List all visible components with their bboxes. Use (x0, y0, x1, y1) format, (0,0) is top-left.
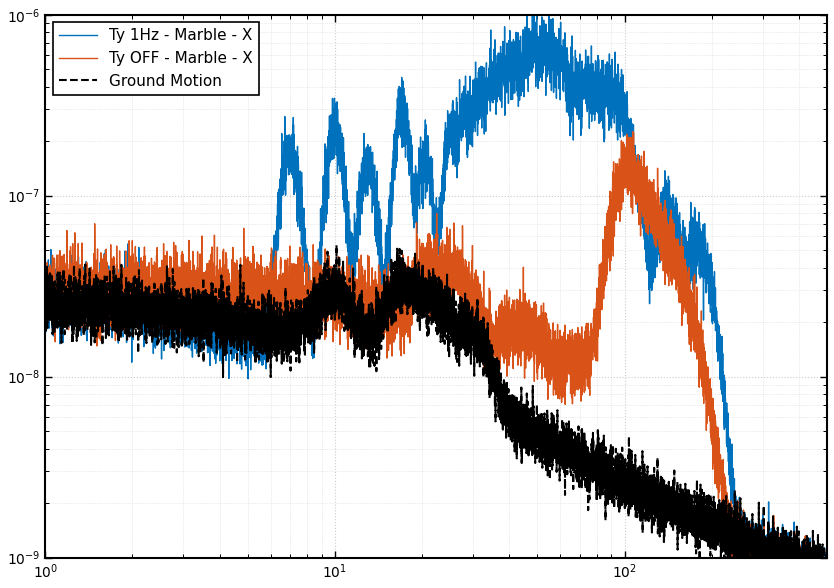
Ty OFF - Marble - X (324, 278, 334, 285)
Ty 1Hz - Marble - X (324, 138, 334, 145)
Ground Motion (503, 413, 513, 420)
Legend: Ty 1Hz - Marble - X, Ty OFF - Marble - X, Ground Motion: Ty 1Hz - Marble - X, Ty OFF - Marble - X… (53, 22, 259, 95)
Ground Motion (822, 568, 832, 575)
Ty 1Hz - Marble - X (822, 585, 832, 588)
Ty 1Hz - Marble - X (503, 73, 513, 80)
Ty 1Hz - Marble - X (531, 4, 541, 11)
Ty OFF - Marble - X (40, 317, 50, 324)
Ground Motion (331, 242, 341, 249)
Line: Ground Motion: Ground Motion (45, 245, 827, 588)
Ground Motion (40, 262, 50, 269)
Ground Motion (537, 441, 547, 448)
Ty OFF - Marble - X (537, 375, 547, 382)
Ground Motion (661, 487, 671, 495)
Ty 1Hz - Marble - X (620, 103, 630, 111)
Ground Motion (620, 466, 630, 473)
Ty 1Hz - Marble - X (79, 292, 89, 299)
Ty 1Hz - Marble - X (40, 293, 50, 300)
Ty 1Hz - Marble - X (537, 78, 547, 85)
Ty 1Hz - Marble - X (661, 207, 671, 214)
Line: Ty OFF - Marble - X: Ty OFF - Marble - X (45, 132, 827, 588)
Ty OFF - Marble - X (822, 580, 832, 587)
Ty OFF - Marble - X (503, 332, 513, 339)
Line: Ty 1Hz - Marble - X: Ty 1Hz - Marble - X (45, 8, 827, 588)
Ty OFF - Marble - X (661, 235, 671, 242)
Ground Motion (324, 280, 334, 288)
Ty OFF - Marble - X (79, 286, 89, 293)
Ty OFF - Marble - X (620, 165, 630, 172)
Ty OFF - Marble - X (628, 128, 638, 135)
Ground Motion (79, 285, 89, 292)
